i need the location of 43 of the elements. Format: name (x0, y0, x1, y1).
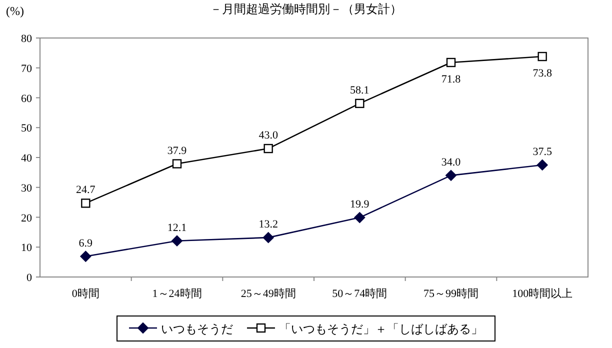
y-tick-label: 50 (21, 122, 32, 135)
y-tick-label: 20 (21, 212, 32, 224)
data-label: 58.1 (350, 84, 370, 96)
point (80, 250, 92, 262)
data-label: 24.7 (76, 184, 96, 196)
x-tick-label: 25～49時間 (240, 287, 296, 300)
point (264, 144, 273, 154)
data-label: 37.9 (167, 144, 188, 157)
point (355, 98, 364, 108)
x-tick-label: 1～24時間 (152, 287, 202, 300)
point (446, 58, 456, 68)
y-tick-label: 0 (26, 272, 32, 284)
data-label: 19.9 (350, 198, 370, 211)
y-tick-label: 10 (21, 242, 32, 254)
y-tick-label: 60 (21, 92, 32, 105)
point (354, 212, 366, 224)
y-axis-title: (%) (6, 4, 24, 18)
data-label: 37.5 (532, 146, 552, 158)
chart-title: －月間超過労働時間別－（男女計） (210, 2, 402, 16)
y-tick-label: 80 (21, 33, 32, 45)
data-label: 6.9 (78, 237, 94, 250)
x-tick-label: 75～99時間 (424, 287, 478, 300)
point (81, 198, 90, 208)
point (538, 52, 547, 62)
data-label: 71.8 (441, 73, 462, 86)
data-label: 34.0 (441, 156, 462, 168)
x-tick-label: 0時間 (72, 287, 100, 300)
point (172, 235, 182, 246)
y-tick-label: 30 (21, 182, 32, 194)
legend-label: いつもそうだ (161, 322, 233, 336)
data-label: 73.8 (532, 68, 552, 80)
point (536, 159, 548, 170)
point (262, 232, 274, 244)
data-label: 12.1 (167, 222, 187, 234)
x-tick-label: 100時間以上 (512, 287, 573, 300)
data-label: 43.0 (258, 130, 278, 142)
point (446, 170, 456, 181)
x-tick-label: 50～74時間 (332, 287, 388, 300)
y-tick-label: 40 (21, 152, 32, 164)
legend-label: 「いつもそうだ」＋「しばしばある」 (279, 322, 483, 336)
data-label: 13.2 (258, 218, 278, 231)
y-tick-label: 70 (21, 62, 32, 75)
point (172, 159, 182, 168)
